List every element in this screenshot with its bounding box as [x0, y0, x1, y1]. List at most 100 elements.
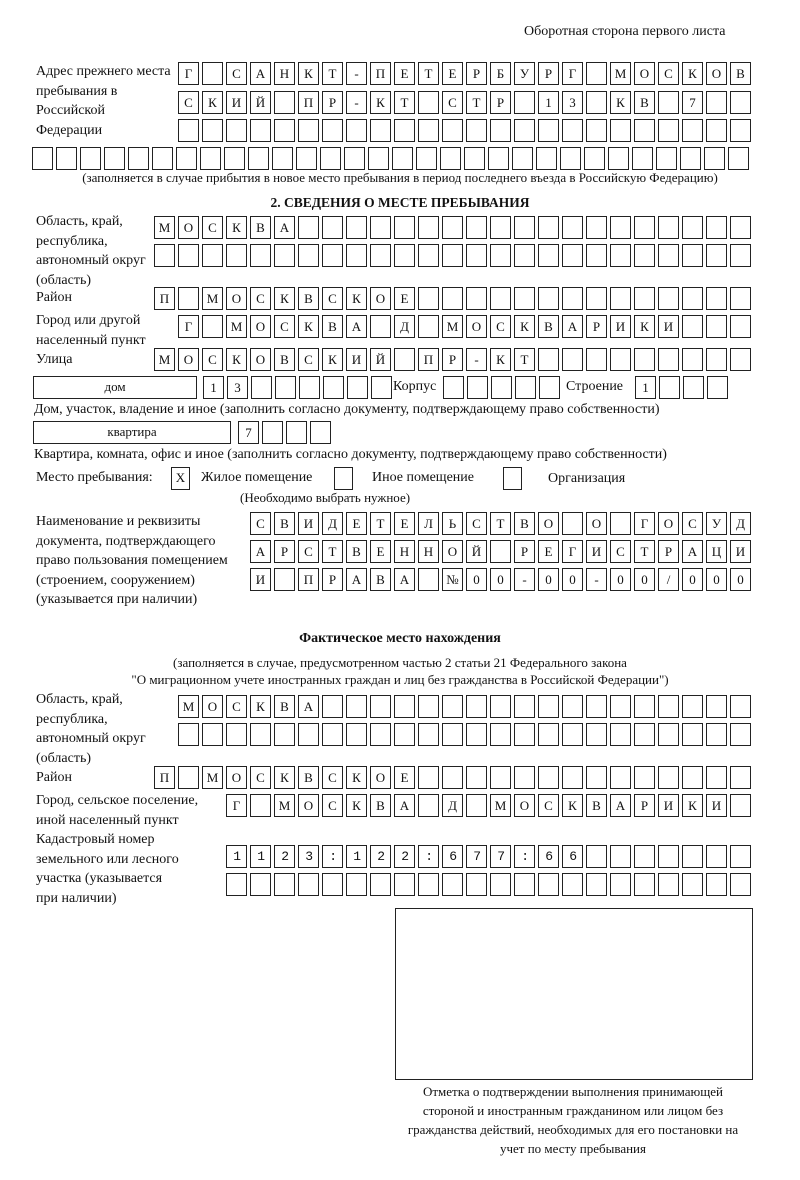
char-cell[interactable] [250, 873, 271, 896]
char-cell[interactable] [728, 147, 749, 170]
char-cell[interactable]: 0 [610, 568, 631, 591]
char-cell[interactable] [634, 244, 655, 267]
char-cell[interactable]: К [346, 287, 367, 310]
char-cell[interactable]: Р [466, 62, 487, 85]
char-cell[interactable] [730, 845, 751, 868]
char-cell[interactable] [514, 91, 535, 114]
char-cell[interactable]: - [346, 91, 367, 114]
char-cell[interactable] [610, 348, 631, 371]
char-cell[interactable] [418, 723, 439, 746]
char-cell[interactable]: О [442, 540, 463, 563]
char-cell[interactable] [586, 723, 607, 746]
char-cell[interactable] [682, 695, 703, 718]
char-cell[interactable]: О [226, 766, 247, 789]
char-cell[interactable] [346, 216, 367, 239]
char-cell[interactable] [610, 287, 631, 310]
char-cell[interactable] [512, 147, 533, 170]
other-premises-checkbox[interactable] [334, 467, 353, 490]
char-cell[interactable] [322, 119, 343, 142]
char-cell[interactable] [394, 244, 415, 267]
char-cell[interactable] [491, 376, 512, 399]
char-cell[interactable] [442, 845, 463, 868]
char-cell[interactable]: И [730, 540, 751, 563]
char-cell[interactable]: Й [370, 348, 391, 371]
char-cell[interactable]: М [226, 315, 247, 338]
char-cell[interactable] [392, 147, 413, 170]
char-cell[interactable] [178, 119, 199, 142]
char-cell[interactable]: Е [394, 287, 415, 310]
char-cell[interactable]: И [658, 794, 679, 817]
char-cell[interactable] [274, 568, 295, 591]
char-cell[interactable] [514, 119, 535, 142]
char-cell[interactable] [514, 695, 535, 718]
char-cell[interactable] [658, 873, 679, 896]
char-cell[interactable] [466, 723, 487, 746]
char-cell[interactable] [680, 147, 701, 170]
char-cell[interactable]: 0 [706, 568, 727, 591]
char-cell[interactable]: 3 [227, 376, 248, 399]
char-cell[interactable] [322, 845, 343, 868]
char-cell[interactable]: К [346, 794, 367, 817]
char-cell[interactable]: - [466, 348, 487, 371]
char-cell[interactable]: О [706, 62, 727, 85]
char-cell[interactable]: Г [562, 62, 583, 85]
char-cell[interactable]: Р [586, 315, 607, 338]
char-cell[interactable] [682, 119, 703, 142]
char-cell[interactable]: О [370, 766, 391, 789]
char-cell[interactable] [178, 766, 199, 789]
char-cell[interactable] [418, 315, 439, 338]
char-cell[interactable]: Р [274, 540, 295, 563]
char-cell[interactable] [274, 244, 295, 267]
char-cell[interactable] [202, 315, 223, 338]
char-cell[interactable]: Е [442, 62, 463, 85]
char-cell[interactable]: А [394, 794, 415, 817]
char-cell[interactable]: О [538, 512, 559, 535]
char-cell[interactable] [418, 845, 439, 868]
house-type-field[interactable]: дом [33, 376, 197, 399]
char-cell[interactable]: С [250, 766, 271, 789]
char-cell[interactable] [514, 723, 535, 746]
char-cell[interactable] [346, 244, 367, 267]
char-cell[interactable]: В [586, 794, 607, 817]
char-cell[interactable]: 0 [562, 568, 583, 591]
char-cell[interactable]: Ц [706, 540, 727, 563]
char-cell[interactable]: В [298, 766, 319, 789]
char-cell[interactable] [370, 119, 391, 142]
char-cell[interactable]: Т [322, 540, 343, 563]
char-cell[interactable]: С [322, 287, 343, 310]
char-cell[interactable] [562, 287, 583, 310]
char-cell[interactable] [251, 376, 272, 399]
char-cell[interactable] [682, 348, 703, 371]
char-cell[interactable] [370, 315, 391, 338]
char-cell[interactable] [562, 244, 583, 267]
char-cell[interactable] [202, 723, 223, 746]
char-cell[interactable]: 0 [730, 568, 751, 591]
char-cell[interactable] [370, 845, 391, 868]
char-cell[interactable] [178, 723, 199, 746]
char-cell[interactable] [586, 766, 607, 789]
char-cell[interactable]: Г [178, 315, 199, 338]
char-cell[interactable]: С [322, 766, 343, 789]
char-cell[interactable]: А [250, 540, 271, 563]
char-cell[interactable] [586, 216, 607, 239]
char-cell[interactable] [443, 376, 464, 399]
char-cell[interactable] [682, 723, 703, 746]
char-cell[interactable]: У [706, 512, 727, 535]
char-cell[interactable]: В [250, 216, 271, 239]
char-cell[interactable]: - [514, 568, 535, 591]
char-cell[interactable] [706, 287, 727, 310]
char-cell[interactable]: Т [514, 348, 535, 371]
char-cell[interactable]: И [706, 794, 727, 817]
char-cell[interactable] [538, 695, 559, 718]
char-cell[interactable]: К [226, 216, 247, 239]
char-cell[interactable]: И [298, 512, 319, 535]
char-cell[interactable] [272, 147, 293, 170]
char-cell[interactable] [442, 287, 463, 310]
char-cell[interactable]: С [298, 540, 319, 563]
char-cell[interactable] [416, 147, 437, 170]
char-cell[interactable] [152, 147, 173, 170]
char-cell[interactable] [634, 287, 655, 310]
char-cell[interactable] [730, 873, 751, 896]
char-cell[interactable] [659, 376, 680, 399]
char-cell[interactable]: Й [466, 540, 487, 563]
